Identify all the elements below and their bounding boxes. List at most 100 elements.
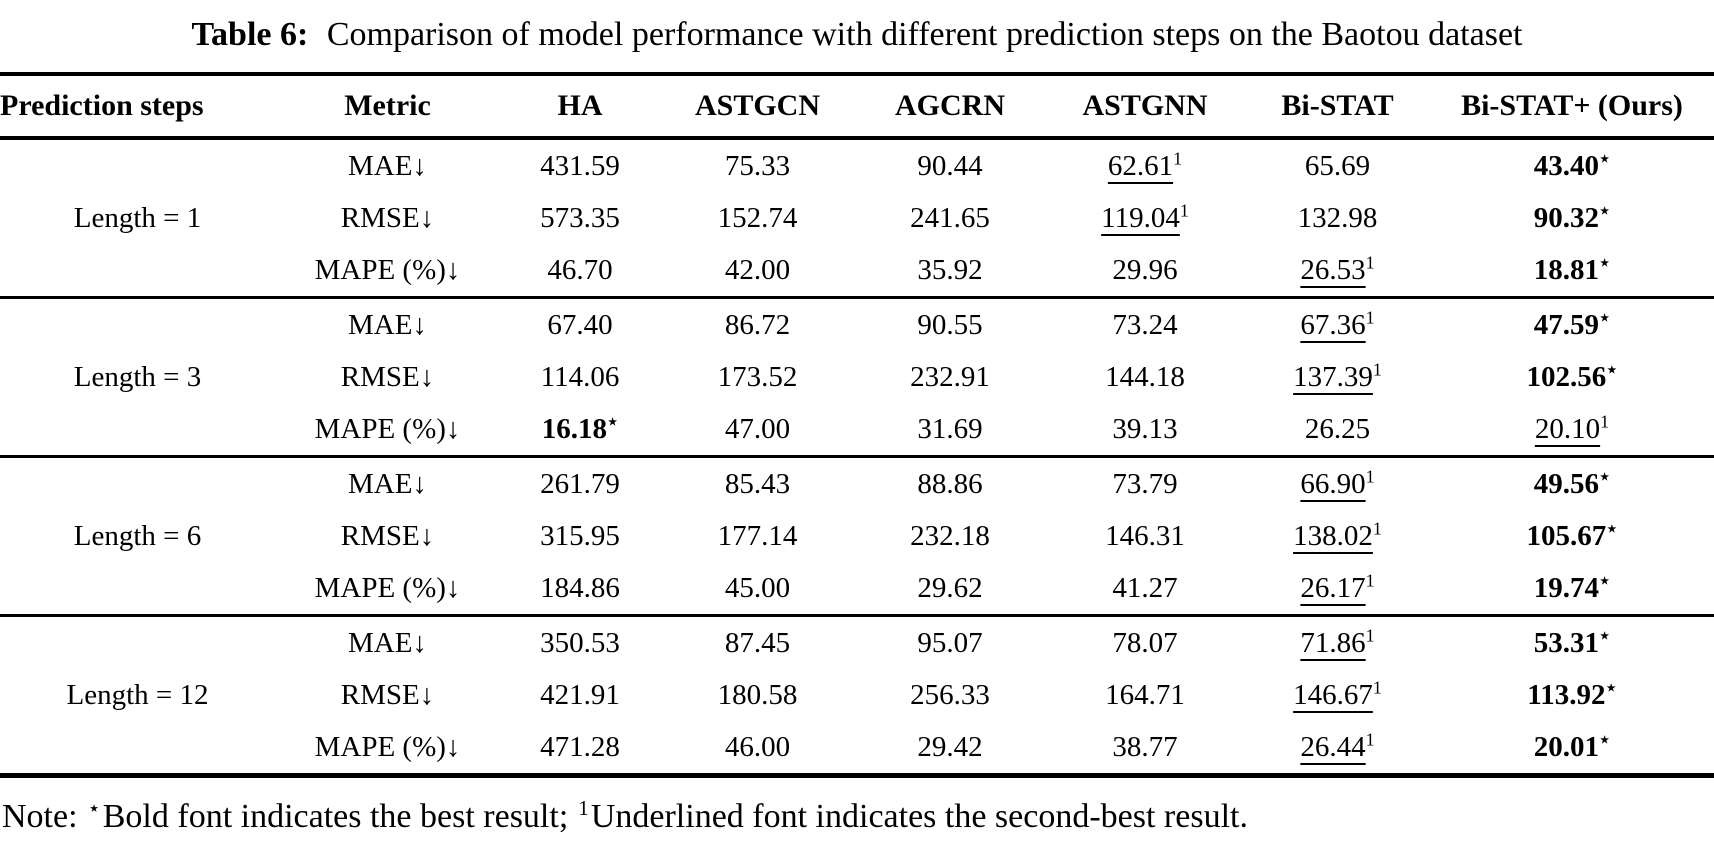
prediction-steps-cell: Length = 1 [73,201,202,234]
value-cell: 73.79 [1045,455,1245,510]
value-cell: 73.24 [1045,296,1245,351]
value-text: 105.67 [1526,519,1607,552]
metric-cell: RMSE↓ [340,678,435,711]
best-marker: ⋆ [1599,465,1611,486]
value-cell: 43.40⋆ [1430,138,1714,192]
value-cell: 46.70 [500,244,660,298]
table-row: RMSE↓ 114.06 173.52 232.91 144.18 137.391 102.… [0,351,1714,403]
best-marker: ⋆ [1599,306,1611,327]
value-text: 113.92 [1527,678,1606,711]
header-agcrn: AGCRN [855,74,1045,140]
value-cell: 39.13 [1045,403,1245,457]
table-row: RMSE↓ 573.35 152.74 241.65 119.041 132.98 90.3… [0,192,1714,244]
value-text: 431.59 [540,149,620,182]
value-cell: 65.69 [1245,138,1430,192]
value-text: 20.01 [1533,730,1599,763]
value-cell: 41.27 [1045,562,1245,616]
table-row: MAPE (%)↓ 184.86 45.00 29.62 41.27 26.171 19.7… [0,562,1714,616]
value-text: 75.33 [724,149,791,182]
table-row: MAPE (%)↓ 46.70 42.00 35.92 29.96 26.531 18.81… [0,244,1714,298]
value-text: 29.62 [917,571,983,604]
value-cell: 90.44 [855,138,1045,192]
value-cell: 29.96 [1045,244,1245,298]
value-text: 241.65 [910,201,990,234]
value-text: 41.27 [1112,571,1178,604]
value-text: 164.71 [1105,678,1185,711]
best-marker-legend: ⋆ [87,795,101,820]
metric-cell: RMSE↓ [340,519,435,552]
value-cell: 88.86 [855,455,1045,510]
value-cell: 431.59 [500,138,660,192]
value-text: 232.91 [910,360,990,393]
value-text: 16.18 [541,412,607,445]
value-cell: 232.18 [855,510,1045,562]
table-body: Length = 1 MAE↓ 431.59 75.33 90.44 62.61 1 65.6… [0,138,1714,776]
value-text: 315.95 [540,519,620,552]
value-text: 102.56 [1526,360,1607,393]
value-cell: 29.42 [855,721,1045,776]
header-metric: Metric [275,74,500,140]
value-cell: 26.25 [1245,403,1430,457]
metric-cell: MAE↓ [275,614,500,669]
value-cell: 138.021 [1245,510,1430,562]
value-cell: 78.07 [1045,614,1245,669]
metric-cell: MAE↓ [275,455,500,510]
second-best-marker: 1 [1365,306,1375,327]
value-cell: 26.531 [1245,244,1430,298]
best-marker: ⋆ [1599,728,1611,749]
metric-cell: MAPE (%)↓ [314,571,461,604]
value-cell: 164.71 [1045,669,1245,721]
second-best-marker-legend: 1 [578,795,589,820]
value-text: 42.00 [724,253,791,286]
value-cell: 152.74 [660,192,855,244]
value-text: 29.42 [917,730,983,763]
value-cell: 86.72 [660,296,855,351]
value-cell: 20.01⋆ [1430,721,1714,776]
value-text: 177.14 [717,519,798,552]
value-cell: 20.101 [1430,403,1714,457]
value-text: 95.07 [917,626,983,659]
value-cell: 315.95 [500,510,660,562]
value-text: 173.52 [717,360,798,393]
value-cell: 232.91 [855,351,1045,403]
value-text: 256.33 [910,678,990,711]
value-cell: 180.58 [660,669,855,721]
value-text: 119.04 [1101,201,1180,234]
value-cell: 71.861 [1245,614,1430,669]
header-ha: HA [500,74,660,140]
value-text: 85.43 [724,467,791,500]
value-text: 78.07 [1112,626,1178,659]
value-cell: 85.43 [660,455,855,510]
value-cell: 90.32⋆ [1430,192,1714,244]
value-text: 350.53 [540,626,620,659]
value-text: 73.79 [1112,467,1178,500]
value-text: 62.61 [1107,149,1174,182]
metric-cell: MAPE (%)↓ [314,730,461,763]
value-text: 26.25 [1304,412,1371,445]
second-best-marker: 1 [1365,624,1375,645]
value-text: 19.74 [1533,571,1599,604]
value-text: 45.00 [724,571,791,604]
table-row: Length = 1 MAE↓ 431.59 75.33 90.44 62.611 65.6… [0,138,1714,234]
value-cell: 75.33 [660,138,855,192]
value-text: 90.55 [917,308,983,341]
value-cell: 241.65 [855,192,1045,244]
value-cell: 53.31⋆ [1430,614,1714,669]
value-text: 114.06 [540,360,620,393]
best-marker: ⋆ [1606,358,1618,379]
metric-cell: RMSE↓ [340,201,435,234]
value-cell: 19.74⋆ [1430,562,1714,616]
value-text: 47.59 [1533,308,1599,341]
value-cell: 66.901 [1245,455,1430,510]
second-best-marker: 1 [1365,569,1375,590]
value-cell: 46.00 [660,721,855,776]
value-cell: 38.77 [1045,721,1245,776]
best-marker: ⋆ [1606,517,1618,538]
second-best-marker: 1 [1365,251,1375,272]
table-caption-text: Comparison of model performance with dif… [326,16,1523,53]
footnote-best-text: Bold font indicates the best result; [102,798,569,835]
second-best-marker: 1 [1372,358,1382,379]
value-text: 43.40 [1533,149,1599,182]
table-row: RMSE↓ 421.91 180.58 256.33 164.71 146.671 113.… [0,669,1714,721]
